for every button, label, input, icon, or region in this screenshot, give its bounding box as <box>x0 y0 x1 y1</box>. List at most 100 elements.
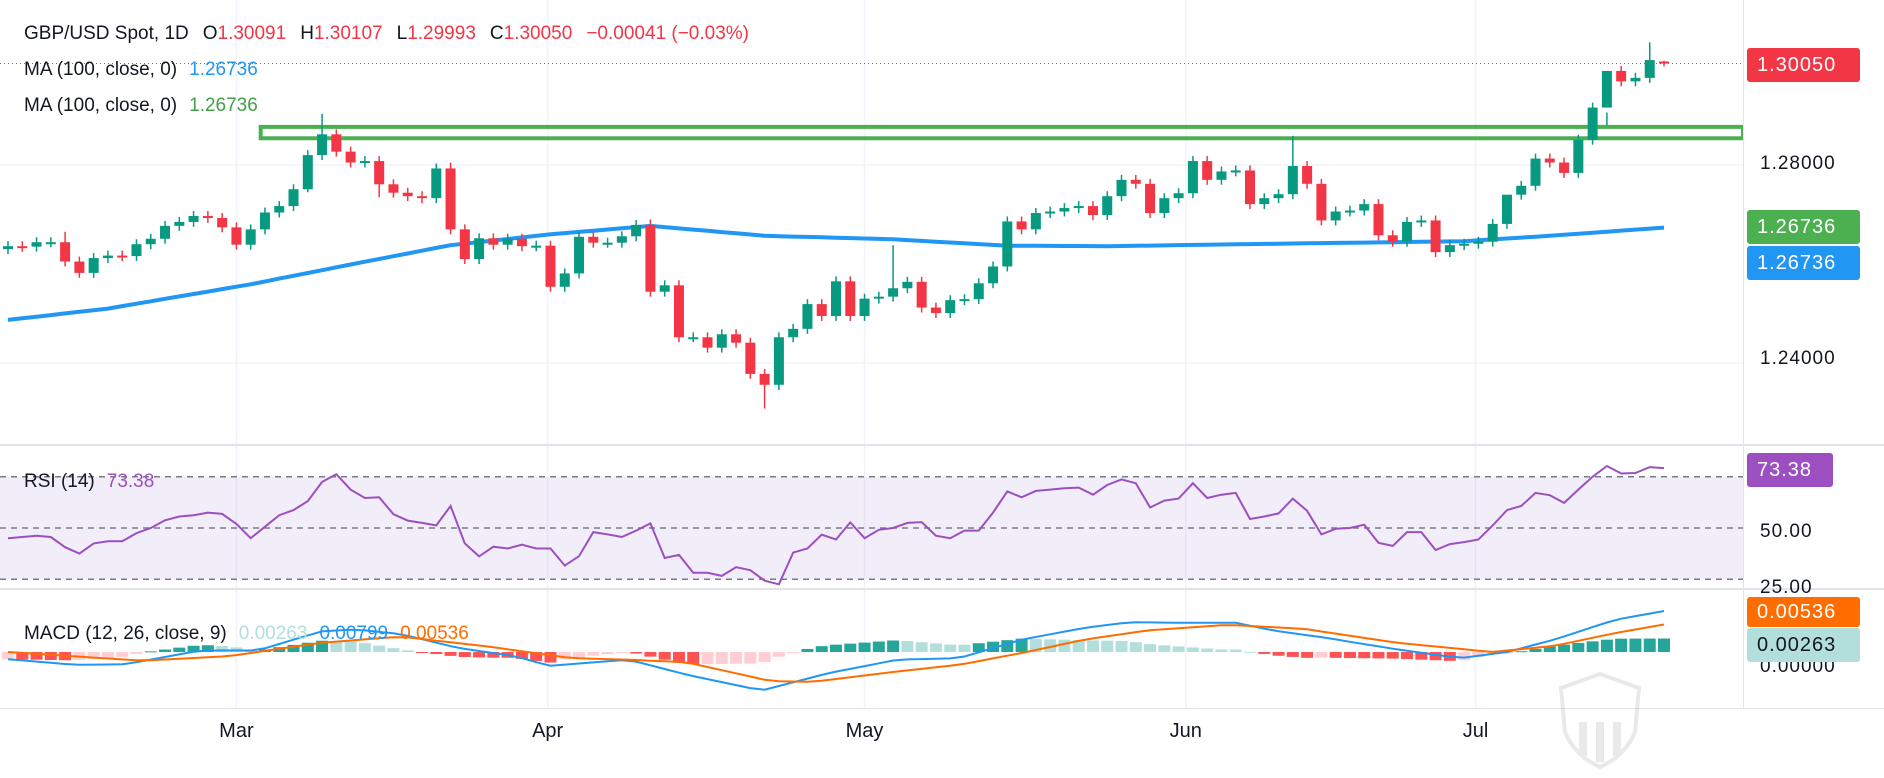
candle-body <box>673 285 684 338</box>
ma100-line <box>7 223 1665 322</box>
candle-body <box>60 242 71 262</box>
macd-histogram-bar <box>901 641 914 652</box>
candle-body <box>559 273 570 287</box>
candle-body <box>1316 183 1327 221</box>
candle-body <box>317 134 328 156</box>
macd-histogram-bar <box>487 652 500 658</box>
candle-body <box>873 296 884 299</box>
candle-body <box>1373 204 1384 236</box>
candle-body <box>1444 245 1455 253</box>
open-label: O <box>202 23 218 44</box>
symbol-title[interactable]: GBP/USD Spot, 1D <box>24 23 189 44</box>
macd-histogram-bar <box>1629 638 1642 652</box>
candle-body <box>888 288 899 297</box>
macd-histogram-bar <box>987 641 1000 652</box>
macd-histogram-bar <box>772 652 785 657</box>
macd-histogram-bar <box>101 652 114 658</box>
candle-body <box>3 246 13 250</box>
macd-pane-divider[interactable] <box>0 588 1884 590</box>
macd-histogram-bar <box>344 641 357 652</box>
macd-signal-value: 0.00536 <box>400 623 469 644</box>
candle-body <box>1544 158 1555 163</box>
candle-body <box>1002 221 1013 267</box>
candle-body <box>516 238 527 247</box>
candle-body <box>1387 235 1398 242</box>
macd-histogram-bar <box>1015 638 1028 652</box>
candle-body <box>1287 165 1298 195</box>
macd-histogram-bar <box>1272 652 1285 656</box>
rsi-line <box>7 464 1665 586</box>
candle-body <box>1102 196 1113 215</box>
time-axis-divider <box>0 708 1884 709</box>
macd-histogram-bar <box>887 640 900 652</box>
rsi-pane-divider[interactable] <box>0 444 1884 446</box>
ma-label: MA (100, close, 0) <box>24 59 178 80</box>
candle-body <box>1530 158 1541 186</box>
macd-histogram-bar <box>915 642 928 652</box>
macd-histogram-bar <box>1158 645 1171 652</box>
macd-histogram-bar <box>1386 652 1399 659</box>
macd-hist-badge: 0.00263 <box>1747 628 1860 662</box>
macd-histogram-bar <box>87 652 100 660</box>
candle-body <box>616 236 627 243</box>
ma-legend-blue[interactable]: MA (100, close, 0) 1.26736 <box>24 58 264 82</box>
ma-legend-green[interactable]: MA (100, close, 0) 1.26736 <box>24 94 264 118</box>
rsi-legend[interactable]: RSI (14) 73.38 <box>24 470 160 494</box>
candle-body <box>145 238 156 245</box>
candle-body <box>1259 198 1270 205</box>
macd-histogram-bar <box>2 652 14 660</box>
candle-body <box>1087 206 1098 215</box>
candle-body <box>1216 171 1227 180</box>
macd-histogram-bar <box>1186 647 1199 652</box>
candle-body <box>374 161 385 185</box>
candle-body <box>345 151 356 163</box>
macd-histogram-bar <box>201 645 214 652</box>
candle-body <box>902 281 913 289</box>
candle-body <box>45 242 56 245</box>
macd-histogram-bar <box>1144 644 1157 652</box>
candle-body <box>588 236 599 243</box>
macd-histogram-bar <box>530 652 543 661</box>
candle-body <box>531 245 542 248</box>
candle-body <box>759 373 770 385</box>
macd-histogram-bar <box>858 642 871 652</box>
candle-body <box>1173 193 1184 199</box>
candle-body <box>1045 211 1056 214</box>
macd-legend[interactable]: MACD (12, 26, close, 9) 0.00263 0.00799 0.0… <box>24 622 475 646</box>
macd-histogram-bar <box>558 652 571 660</box>
macd-histogram-bar <box>830 644 842 652</box>
macd-histogram-bar <box>16 652 29 660</box>
macd-histogram-bar <box>358 643 371 652</box>
macd-histogram-bar <box>116 652 129 657</box>
macd-histogram-bar <box>701 652 714 665</box>
candle-body <box>1459 243 1470 246</box>
macd-histogram-bar <box>744 652 757 664</box>
candle-body <box>402 192 413 197</box>
candle-body <box>602 242 613 245</box>
candle-body <box>217 217 228 228</box>
candle-body <box>1487 223 1498 242</box>
candle-body <box>1516 185 1527 195</box>
macd-histogram-bar <box>1515 651 1528 653</box>
ma-label: MA (100, close, 0) <box>24 95 178 116</box>
macd-histogram-bar <box>301 642 314 652</box>
macd-histogram-bar <box>944 644 957 652</box>
price-axis-divider <box>1743 0 1744 709</box>
macd-histogram-bar <box>1343 652 1356 659</box>
macd-histogram-bar <box>929 643 942 652</box>
macd-histogram-bar <box>1058 639 1071 652</box>
macd-histogram-bar <box>730 652 743 664</box>
candle-body <box>445 168 456 230</box>
candle-body <box>88 258 99 273</box>
chart-plot-area[interactable] <box>0 0 1743 709</box>
macd-histogram-bar <box>1458 652 1471 661</box>
macd-histogram-bar <box>801 648 814 652</box>
macd-histogram-bar <box>159 649 172 652</box>
open-value: 1.30091 <box>217 23 287 44</box>
candle-body <box>74 261 85 273</box>
macd-histogram-bar <box>573 652 586 658</box>
macd-histogram-bar <box>1315 652 1328 658</box>
macd-histogram-bar <box>1586 641 1599 652</box>
macd-histogram-bar <box>715 652 728 664</box>
candle-body <box>1559 162 1570 173</box>
